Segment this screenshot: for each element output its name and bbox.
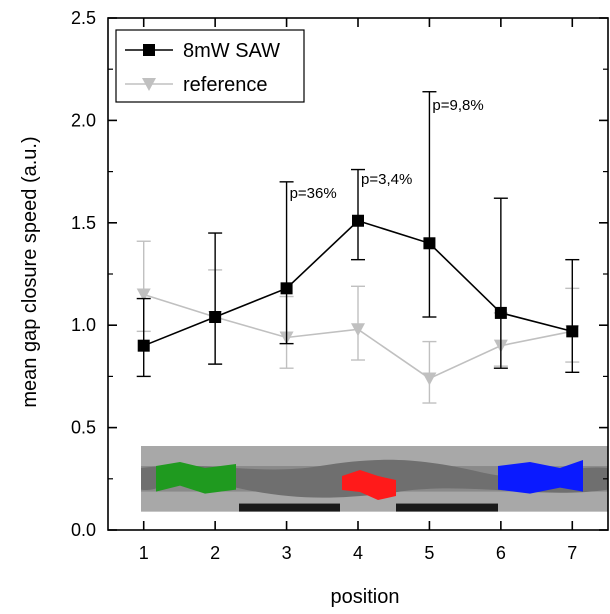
x-tick-label: 6 <box>496 543 506 563</box>
series-saw <box>136 91 580 378</box>
legend-marker <box>143 44 155 56</box>
x-tick-label: 2 <box>210 543 220 563</box>
y-tick-label: 1.5 <box>71 213 96 233</box>
legend-box <box>115 29 305 103</box>
y-axis-title: mean gap closure speed (a.u.) <box>19 136 41 407</box>
x-tick-label: 7 <box>567 543 577 563</box>
inset-micrograph <box>141 446 608 512</box>
data-point <box>209 311 222 324</box>
x-axis-title: position <box>331 586 400 608</box>
y-tick-label: 0.5 <box>71 418 96 438</box>
x-tick-label: 3 <box>282 543 292 563</box>
data-point <box>566 325 579 338</box>
legend-label: reference <box>183 74 268 96</box>
data-point <box>423 237 436 250</box>
p-value-annotation: p=3,4% <box>361 171 412 188</box>
legend-label: 8mW SAW <box>183 40 280 62</box>
inset-tissue-top <box>141 446 608 467</box>
legend-marker <box>142 78 156 91</box>
y-tick-label: 2.5 <box>71 8 96 28</box>
x-tick-label: 1 <box>139 543 149 563</box>
data-point <box>136 288 151 302</box>
p-value-annotation: p=9,8% <box>432 97 483 114</box>
data-point <box>494 306 507 319</box>
x-tick-label: 5 <box>424 543 434 563</box>
inset-red-region <box>342 470 396 501</box>
p-value-annotation: p=36% <box>290 185 337 202</box>
series-layer <box>136 91 580 404</box>
data-point <box>352 214 364 227</box>
annotations: p=36% p=3,4% p=9,8% <box>290 97 484 202</box>
data-point <box>422 372 437 386</box>
y-tick-label: 1.0 <box>71 315 96 335</box>
inset-blue-region <box>498 460 583 494</box>
legend: 8mW SAW reference <box>115 29 305 103</box>
y-tick-label: 0.0 <box>71 520 96 540</box>
data-point <box>280 282 293 295</box>
y-tick-label: 2.0 <box>71 110 96 130</box>
data-point <box>351 323 365 337</box>
inset-scale-bar-left <box>239 503 340 512</box>
inset-green-region <box>156 462 236 494</box>
inset-scale-bar-right <box>396 503 498 512</box>
data-point <box>137 339 150 352</box>
axes: 0.0 0.5 1.0 1.5 2.0 2.5 1 2 3 4 5 6 7 <box>71 8 609 563</box>
x-tick-label: 4 <box>353 543 363 563</box>
